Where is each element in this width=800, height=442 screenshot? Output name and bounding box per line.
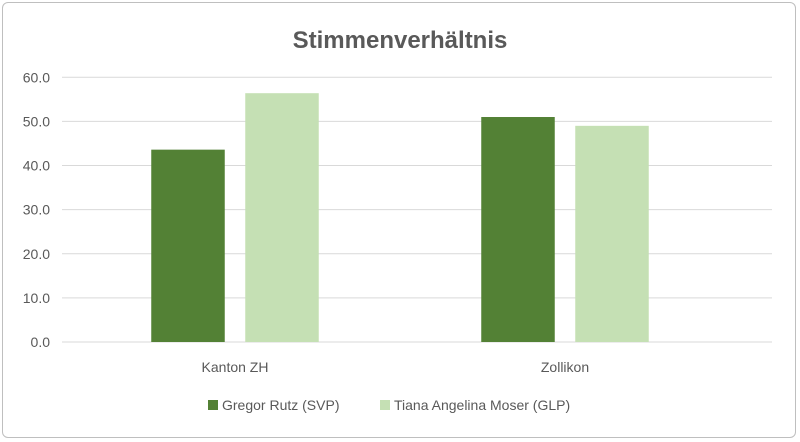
chart-title: Stimmenverhältnis	[293, 27, 508, 54]
y-tick-label: 0.0	[31, 334, 51, 350]
x-category-label: Kanton ZH	[202, 359, 269, 375]
legend-label: Tiana Angelina Moser (GLP)	[394, 397, 570, 413]
chart-frame	[2, 2, 796, 438]
y-tick-label: 40.0	[23, 158, 50, 174]
y-tick-label: 60.0	[23, 69, 50, 85]
legend-swatch	[380, 400, 390, 410]
bar-svp	[151, 149, 225, 342]
y-tick-label: 30.0	[23, 202, 50, 218]
legend-label: Gregor Rutz (SVP)	[222, 397, 339, 413]
y-tick-label: 10.0	[23, 290, 50, 306]
bar-svp	[481, 117, 555, 342]
bar-glp	[575, 125, 649, 342]
x-category-label: Zollikon	[541, 359, 589, 375]
y-tick-label: 20.0	[23, 246, 50, 262]
legend-swatch	[208, 400, 218, 410]
bar-glp	[245, 93, 319, 342]
y-tick-label: 50.0	[23, 113, 50, 129]
